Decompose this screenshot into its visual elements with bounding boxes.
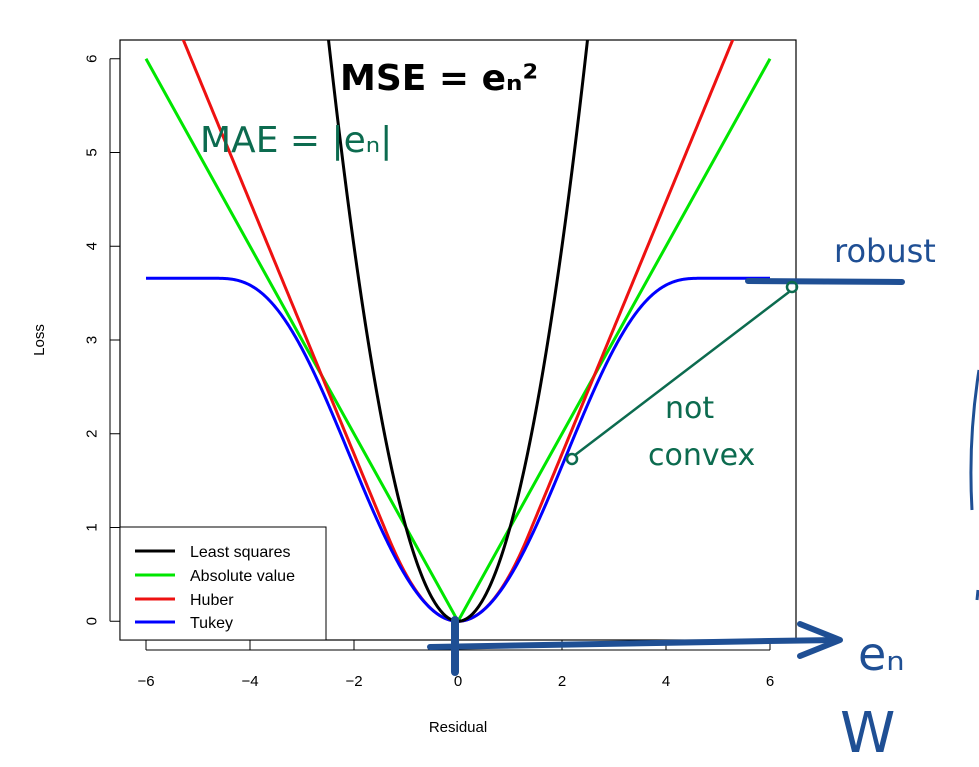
x-tick-label: 4 (662, 673, 670, 690)
x-tick-label: 6 (766, 673, 774, 690)
legend-label-absolute-value: Absolute value (190, 568, 295, 585)
not-convex-pointer-line (574, 291, 790, 456)
x-tick-label: −6 (137, 673, 154, 690)
annotations: MSE = eₙ² MAE = |eₙ| robust not convex e… (200, 58, 979, 766)
not-convex-annotation-line2: convex (648, 438, 755, 473)
y-tick-label: 4 (84, 242, 101, 250)
mse-annotation: MSE = eₙ² (340, 58, 538, 99)
ticks-layer: −6 −4 −2 0 2 4 6 0 1 2 3 4 5 6 (84, 55, 775, 690)
en-axis-arrowhead (797, 621, 843, 659)
right-edge-bracket (969, 369, 979, 511)
x-tick-label: 0 (454, 673, 462, 690)
x-tick-label: −4 (241, 673, 258, 690)
en-axis-arrow-line (427, 637, 841, 650)
legend-label-least-squares: Least squares (190, 544, 291, 561)
y-axis-label: Loss (31, 324, 48, 356)
not-convex-pointer-dot (565, 452, 579, 466)
x-tick-label: 2 (558, 673, 566, 690)
legend: Least squares Absolute value Huber Tukey (119, 526, 327, 641)
y-tick-label: 1 (84, 523, 101, 531)
mae-annotation: MAE = |eₙ| (200, 120, 392, 161)
y-tick-label: 3 (84, 336, 101, 344)
w-annotation: W (840, 701, 895, 766)
legend-label-tukey: Tukey (190, 615, 233, 632)
robust-annotation: robust (834, 232, 936, 270)
y-tick-label: 5 (84, 148, 101, 156)
robust-underline (745, 278, 905, 285)
not-convex-annotation-line1: not (665, 391, 714, 426)
x-axis-label: Residual (429, 719, 487, 736)
robust-pointer-dot (785, 280, 799, 294)
right-edge-tick (975, 589, 979, 601)
y-tick-label: 0 (84, 617, 101, 625)
en-axis-annotation: eₙ (858, 627, 905, 681)
y-tick-label: 2 (84, 430, 101, 438)
legend-label-huber: Huber (190, 592, 234, 609)
x-tick-label: −2 (345, 673, 362, 690)
y-tick-label: 6 (84, 55, 101, 63)
